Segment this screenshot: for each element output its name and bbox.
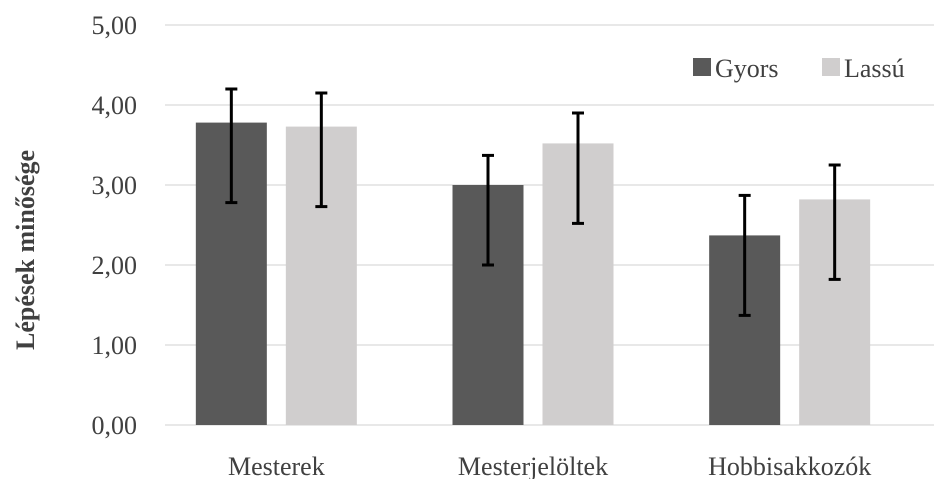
y-tick-label: 1,00: [92, 331, 138, 360]
x-axis-categories: Mesterek Mesterjelöltek Hobbisakkozók: [228, 452, 871, 479]
error-bar: [315, 91, 328, 209]
y-tick-label: 0,00: [92, 411, 138, 440]
legend-label: Gyors: [715, 54, 779, 83]
y-tick-label: 2,00: [92, 251, 138, 280]
x-category-label: Mesterjelöltek: [458, 452, 608, 479]
y-tick-label: 4,00: [92, 91, 138, 120]
error-bar: [572, 111, 584, 225]
y-tick-label: 3,00: [92, 171, 138, 200]
error-bars: [225, 87, 841, 317]
bars: [195, 122, 871, 425]
error-bar: [738, 193, 751, 317]
y-tick-label: 5,00: [92, 11, 138, 40]
error-bar: [482, 153, 494, 267]
legend-swatch-lassú: [822, 58, 840, 76]
legend-swatch-gyors: [693, 58, 711, 76]
x-category-label: Hobbisakkozók: [708, 452, 871, 479]
y-axis-ticks: 0,00 1,00 2,00 3,00 4,00 5,00: [92, 11, 138, 440]
y-axis-title: Lépések minősége: [11, 150, 40, 350]
error-bar: [225, 87, 238, 205]
legend: Gyors Lassú: [693, 54, 905, 83]
x-category-label: Mesterek: [228, 452, 325, 479]
error-bar: [828, 163, 841, 281]
legend-label: Lassú: [844, 54, 905, 83]
